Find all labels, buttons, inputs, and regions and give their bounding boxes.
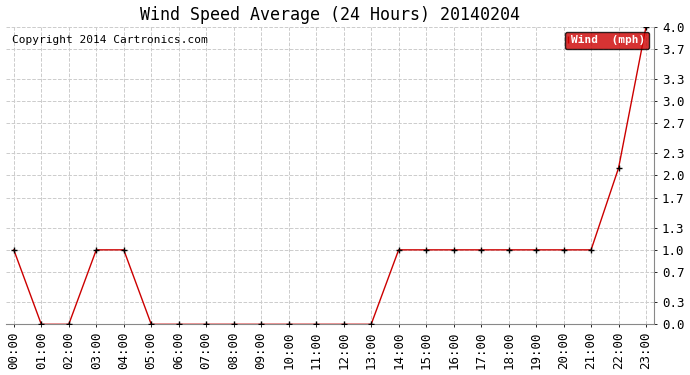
Text: Copyright 2014 Cartronics.com: Copyright 2014 Cartronics.com [12,35,208,45]
Legend: Wind  (mph): Wind (mph) [564,32,649,49]
Title: Wind Speed Average (24 Hours) 20140204: Wind Speed Average (24 Hours) 20140204 [140,6,520,24]
